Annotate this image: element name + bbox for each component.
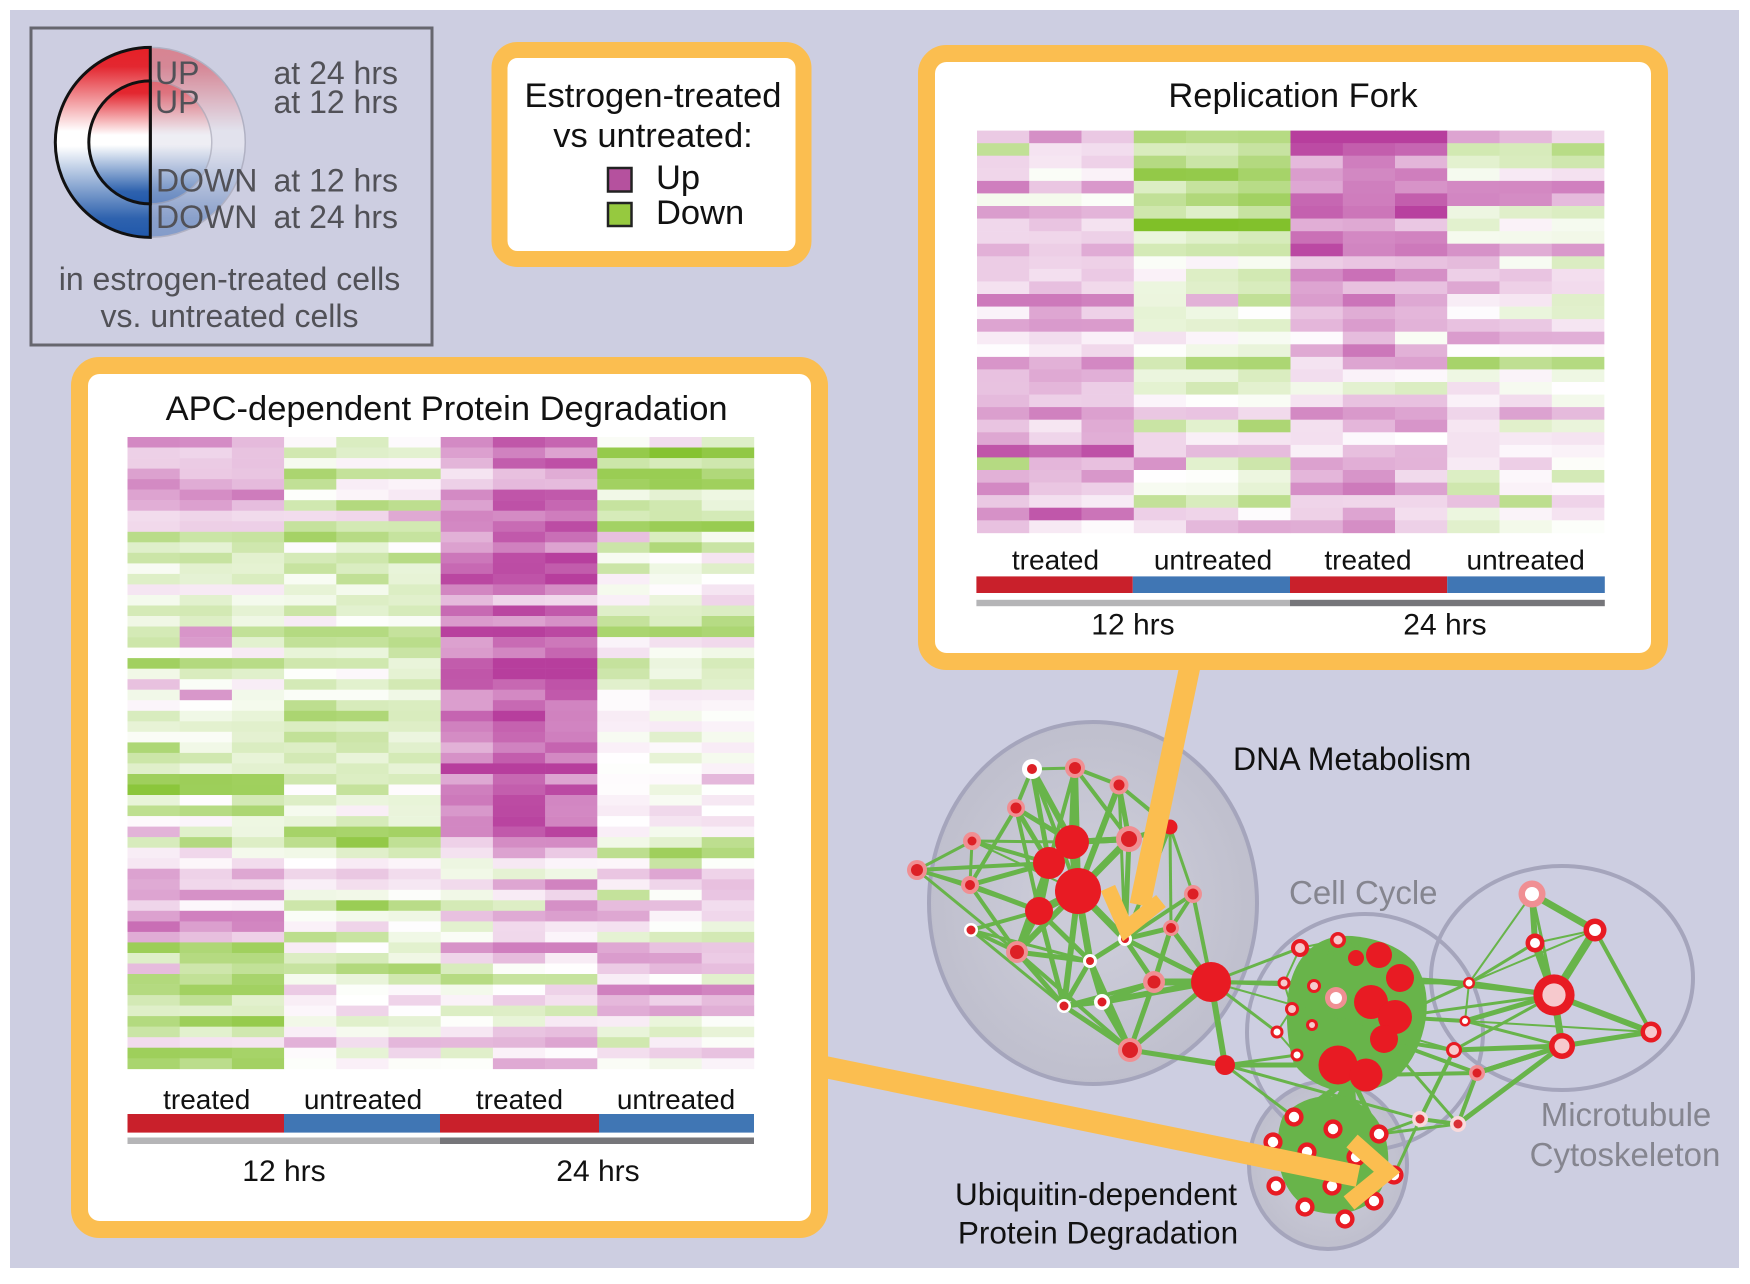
svg-text:untreated: untreated <box>617 1084 735 1115</box>
svg-text:in estrogen-treated cells: in estrogen-treated cells <box>59 261 401 297</box>
svg-text:Up: Up <box>656 159 700 197</box>
svg-text:12 hrs: 12 hrs <box>1091 609 1174 642</box>
svg-text:Estrogen-treated: Estrogen-treated <box>525 77 782 115</box>
svg-text:24 hrs: 24 hrs <box>556 1155 639 1188</box>
svg-text:at 12 hrs: at 12 hrs <box>273 84 398 120</box>
svg-text:Cytoskeleton: Cytoskeleton <box>1530 1136 1721 1173</box>
svg-text:UP: UP <box>155 55 199 91</box>
svg-text:untreated: untreated <box>1467 545 1585 576</box>
svg-text:treated: treated <box>1324 545 1411 576</box>
svg-text:Replication Fork: Replication Fork <box>1168 77 1418 115</box>
svg-text:Cell Cycle: Cell Cycle <box>1289 874 1438 911</box>
svg-text:UP: UP <box>155 84 199 120</box>
svg-text:Ubiquitin-dependent: Ubiquitin-dependent <box>955 1176 1237 1212</box>
svg-text:12 hrs: 12 hrs <box>242 1155 325 1188</box>
svg-text:untreated: untreated <box>304 1084 422 1115</box>
svg-text:24 hrs: 24 hrs <box>1403 609 1486 642</box>
svg-text:Protein Degradation: Protein Degradation <box>958 1215 1238 1251</box>
svg-text:vs. untreated cells: vs. untreated cells <box>101 298 359 334</box>
svg-text:treated: treated <box>163 1084 250 1115</box>
svg-text:at 12 hrs: at 12 hrs <box>273 163 398 199</box>
svg-text:at 24 hrs: at 24 hrs <box>273 199 398 235</box>
svg-text:DOWN: DOWN <box>156 199 257 235</box>
svg-text:at 24 hrs: at 24 hrs <box>273 55 398 91</box>
svg-text:Microtubule: Microtubule <box>1541 1096 1712 1133</box>
svg-text:Down: Down <box>656 194 744 232</box>
svg-text:treated: treated <box>1012 545 1099 576</box>
svg-text:DOWN: DOWN <box>156 163 257 199</box>
svg-text:untreated: untreated <box>1154 545 1272 576</box>
svg-text:DNA Metabolism: DNA Metabolism <box>1233 741 1471 777</box>
svg-text:treated: treated <box>476 1084 563 1115</box>
svg-text:vs untreated:: vs untreated: <box>553 117 752 155</box>
svg-text:APC-dependent Protein Degradat: APC-dependent Protein Degradation <box>166 390 728 428</box>
